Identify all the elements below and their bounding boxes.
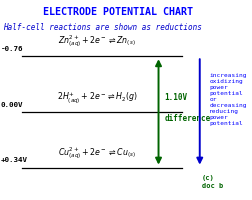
Text: 1.10V: 1.10V [164,93,187,102]
Text: (c)
doc b: (c) doc b [202,175,223,189]
Text: +0.34V: +0.34V [1,157,28,163]
Text: Half-cell reactions are shown as reductions: Half-cell reactions are shown as reducti… [3,23,202,32]
Text: increasing
oxidizing
power
potential
or
decreasing
reducing
power
potential: increasing oxidizing power potential or … [209,73,247,126]
Text: $\mathit{Cu^{2+}_{(aq)} + 2e^- \rightleftharpoons Cu_{(s)}}$: $\mathit{Cu^{2+}_{(aq)} + 2e^- \rightlef… [58,145,136,161]
Text: ELECTRODE POTENTIAL CHART: ELECTRODE POTENTIAL CHART [44,7,194,17]
Text: difference: difference [164,114,211,123]
Text: 0.00V: 0.00V [1,102,23,108]
Text: $\mathit{Zn^{2+}_{(aq)} + 2e^- \rightleftharpoons Zn_{(s)}}$: $\mathit{Zn^{2+}_{(aq)} + 2e^- \rightlef… [58,34,136,49]
Text: $\mathit{2H^{+}_{(aq)} + 2e^- \rightleftharpoons H_2(g)}$: $\mathit{2H^{+}_{(aq)} + 2e^- \rightleft… [57,90,138,105]
Text: -0.76: -0.76 [1,46,23,52]
